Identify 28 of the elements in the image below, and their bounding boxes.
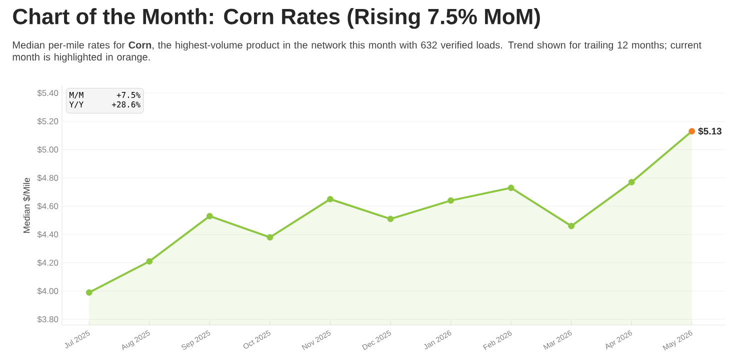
point (327, 196, 334, 202)
point (628, 178, 635, 186)
point (508, 184, 514, 192)
y-tick-label: $3.80 (37, 316, 58, 323)
y-tick-label: $5.20 (37, 118, 58, 125)
y-tick-label: $5.40 (37, 90, 58, 97)
point (688, 128, 696, 134)
annotation: +7.5% (116, 92, 140, 98)
point (266, 234, 274, 241)
point (448, 197, 454, 204)
y-axis-title: Median $/Mile (23, 178, 30, 233)
chart-title: Chart of the Month: Corn Rates (Rising 7.5% MoM) (13, 8, 540, 29)
y-tick-label: $4.40 (37, 231, 58, 238)
annotation: M/M (70, 92, 84, 99)
y-tick-label: $4.20 (37, 259, 58, 266)
annotation: +28.6% (112, 101, 140, 108)
data-label: $5.13 (698, 127, 722, 136)
point (387, 216, 394, 222)
point (146, 258, 153, 265)
y-tick-label: $4.60 (37, 202, 58, 210)
y-tick-label: $4.80 (37, 174, 58, 182)
chart-subtitle: Median per-mile rates for Corn, the highest-volume product in the network this month with 632 verified loads. Trend shown for trailing 12 months; current month is highlighted in orange. (12, 41, 702, 63)
y-tick-label: $5.00 (37, 146, 58, 154)
annotation: Y/Y (69, 102, 84, 108)
point (206, 212, 213, 220)
y-tick-label: $4.00 (37, 288, 58, 295)
point (86, 289, 92, 296)
point (568, 222, 575, 230)
